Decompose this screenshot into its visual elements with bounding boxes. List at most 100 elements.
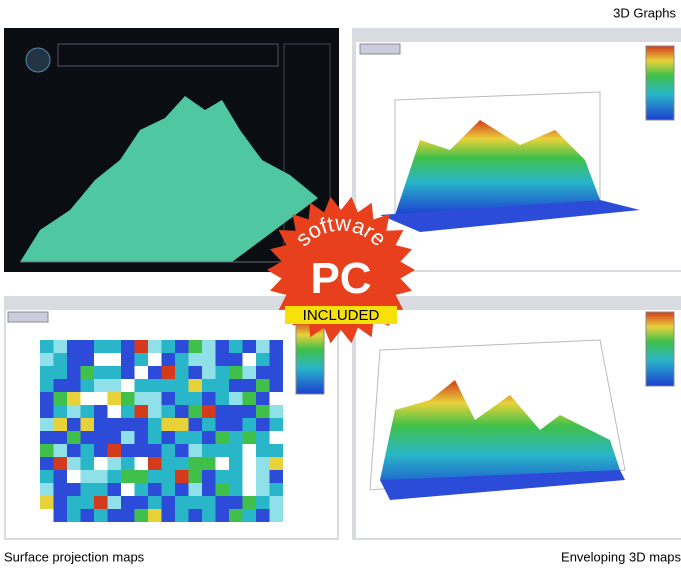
heatmap-cell — [94, 418, 108, 431]
heatmap-cell — [175, 509, 189, 522]
heatmap-cell — [108, 418, 122, 431]
heatmap-cell — [243, 483, 257, 496]
heatmap-cell — [135, 509, 149, 522]
heatmap-cell — [243, 470, 257, 483]
heatmap-cell — [189, 379, 203, 392]
heatmap-cell — [121, 392, 135, 405]
heatmap-cell — [189, 392, 203, 405]
heatmap-cell — [40, 496, 54, 509]
heatmap-cell — [216, 470, 230, 483]
heatmap-cell — [81, 405, 95, 418]
heatmap-cell — [256, 379, 270, 392]
heatmap-cell — [54, 496, 68, 509]
heatmap-cell — [81, 431, 95, 444]
heatmap-cell — [270, 470, 284, 483]
heatmap-cell — [40, 483, 54, 496]
heatmap-cell — [256, 431, 270, 444]
caption-left: Surface projection maps — [4, 549, 145, 564]
heatmap-cell — [67, 496, 81, 509]
heatmap-cell — [121, 340, 135, 353]
heatmap-cell — [94, 496, 108, 509]
heatmap-cell — [54, 366, 68, 379]
heatmap-cell — [81, 379, 95, 392]
heatmap-cell — [67, 483, 81, 496]
heatmap-cell — [108, 379, 122, 392]
heatmap-cell — [135, 379, 149, 392]
heatmap-cell — [175, 340, 189, 353]
heatmap-cell — [81, 509, 95, 522]
heatmap-cell — [162, 444, 176, 457]
badge-bottom-text: INCLUDED — [303, 307, 380, 324]
heatmap-cell — [216, 366, 230, 379]
heatmap-cell — [175, 470, 189, 483]
heatmap-cell — [162, 470, 176, 483]
heatmap-cell — [243, 444, 257, 457]
heatmap-cell — [135, 444, 149, 457]
heatmap-cell — [94, 405, 108, 418]
heatmap-cell — [243, 353, 257, 366]
heatmap-cell — [94, 509, 108, 522]
heatmap-cell — [108, 366, 122, 379]
heatmap-cell — [189, 418, 203, 431]
heatmap-cell — [256, 509, 270, 522]
heatmap-cell — [243, 405, 257, 418]
heatmap-cell — [108, 444, 122, 457]
heatmap-cell — [162, 431, 176, 444]
heatmap-cell — [148, 418, 162, 431]
heatmap-cell — [175, 366, 189, 379]
heatmap-cell — [135, 340, 149, 353]
heatmap-cell — [54, 444, 68, 457]
heatmap-cell — [256, 418, 270, 431]
heatmap-cell — [148, 353, 162, 366]
heatmap-cell — [135, 496, 149, 509]
heatmap-cell — [94, 392, 108, 405]
heatmap-cell — [229, 366, 243, 379]
heatmap-cell — [189, 431, 203, 444]
heatmap-cell — [94, 444, 108, 457]
heatmap-cell — [108, 431, 122, 444]
heatmap-cell — [202, 496, 216, 509]
heatmap-cell — [162, 418, 176, 431]
heatmap-cell — [54, 431, 68, 444]
heatmap-cell — [202, 431, 216, 444]
heatmap-cell — [229, 444, 243, 457]
caption-right: Enveloping 3D maps — [561, 549, 681, 564]
heatmap-cell — [81, 418, 95, 431]
heatmap-cell — [40, 353, 54, 366]
heatmap-cell — [40, 431, 54, 444]
heatmap-cell — [108, 340, 122, 353]
heatmap-cell — [40, 444, 54, 457]
heatmap-cell — [175, 457, 189, 470]
screenshot-3d-surface — [352, 28, 681, 272]
heatmap-cell — [270, 431, 284, 444]
heatmap-cell — [189, 483, 203, 496]
heatmap-cell — [229, 483, 243, 496]
heatmap-cell — [121, 366, 135, 379]
heatmap-cell — [40, 379, 54, 392]
heatmap-cell — [148, 366, 162, 379]
heatmap-cell — [256, 470, 270, 483]
heatmap-cell — [121, 353, 135, 366]
screenshot-enveloping-map — [352, 296, 681, 540]
heatmap-cell — [270, 405, 284, 418]
heatmap-cell — [121, 431, 135, 444]
heatmap-cell — [54, 418, 68, 431]
heatmap-cell — [202, 366, 216, 379]
heatmap-cell — [270, 340, 284, 353]
heatmap-cell — [148, 470, 162, 483]
heatmap-cell — [67, 379, 81, 392]
heatmap-cell — [148, 496, 162, 509]
heatmap-cell — [67, 444, 81, 457]
heatmap-cell — [243, 366, 257, 379]
heatmap-cell — [175, 379, 189, 392]
heatmap-cell — [229, 392, 243, 405]
heatmap-cell — [162, 483, 176, 496]
heatmap-cell — [81, 366, 95, 379]
heatmap-cell — [148, 444, 162, 457]
heatmap-cell — [40, 340, 54, 353]
heatmap-cell — [162, 379, 176, 392]
heatmap-cell — [54, 457, 68, 470]
heatmap-cell — [54, 379, 68, 392]
heatmap-cell — [148, 509, 162, 522]
heatmap-cell — [162, 496, 176, 509]
